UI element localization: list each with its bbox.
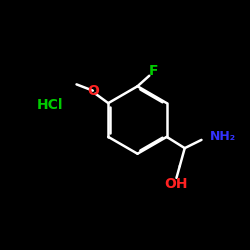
Text: F: F bbox=[149, 64, 158, 78]
Text: OH: OH bbox=[164, 176, 188, 190]
Text: HCl: HCl bbox=[37, 98, 63, 112]
Text: O: O bbox=[87, 84, 99, 98]
Text: NH₂: NH₂ bbox=[210, 130, 236, 143]
